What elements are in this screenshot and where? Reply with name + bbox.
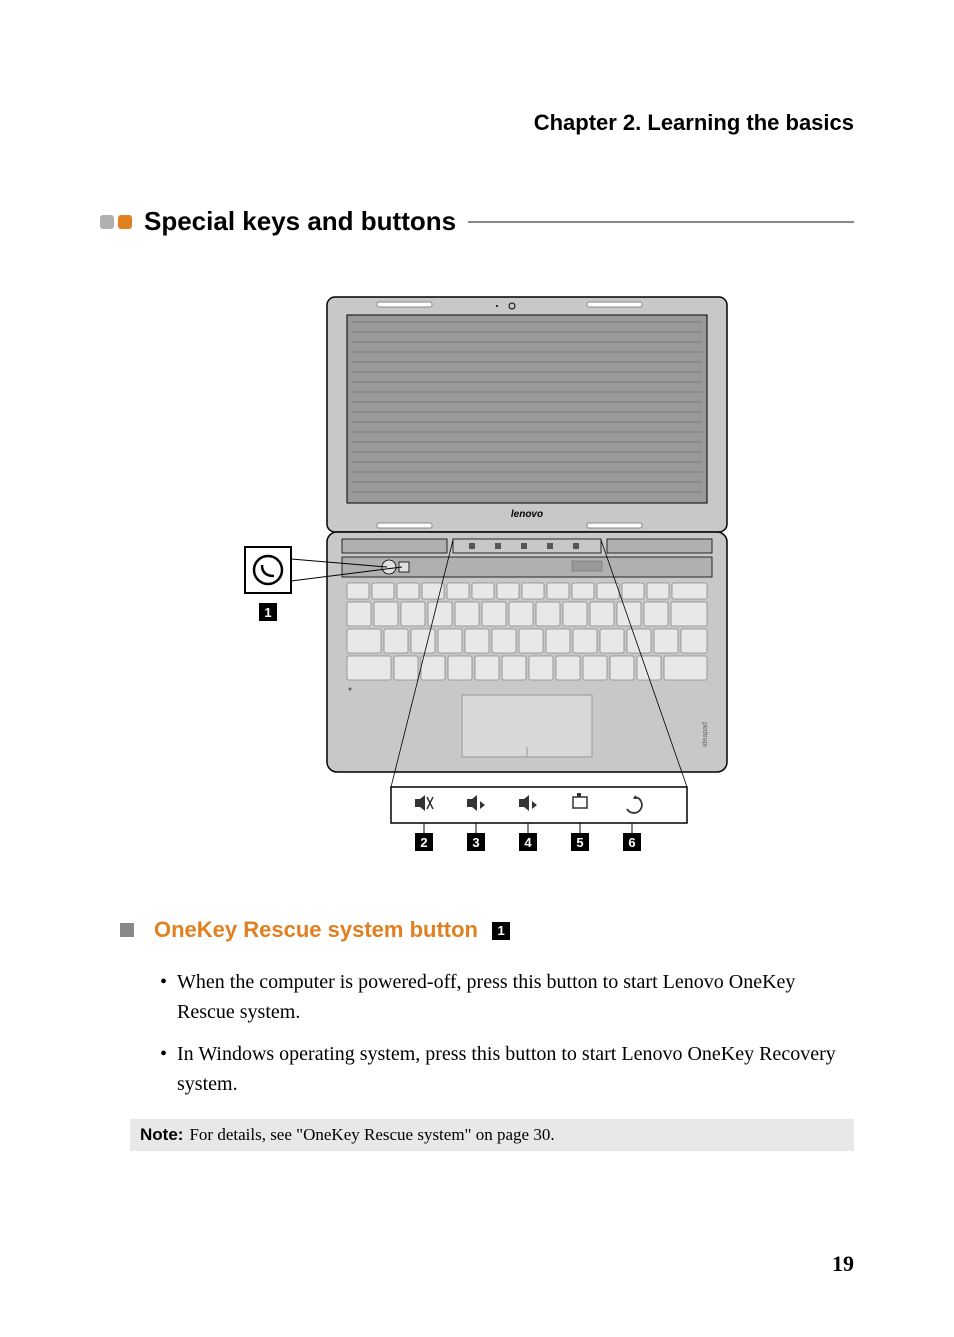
svg-text:5: 5 — [576, 835, 583, 850]
subsection-square-icon — [120, 923, 134, 937]
bullet-gray-icon — [100, 215, 114, 229]
svg-text:ideapad: ideapad — [702, 722, 709, 747]
section-heading: Special keys and buttons — [100, 206, 854, 237]
subsection-heading: OneKey Rescue system button 1 — [120, 917, 854, 943]
bullet-dot-icon: • — [160, 967, 167, 1027]
svg-text:6: 6 — [628, 835, 635, 850]
brand-text: lenovo — [511, 509, 543, 520]
section-divider — [468, 221, 854, 223]
laptop-diagram: lenovo — [217, 287, 737, 857]
callout-inline: 1 — [492, 922, 510, 940]
subsection-title: OneKey Rescue system button 1 — [154, 917, 510, 943]
section-title: Special keys and buttons — [144, 206, 456, 237]
bullet-list: • When the computer is powered-off, pres… — [160, 967, 854, 1099]
note-label: Note: — [140, 1125, 183, 1145]
bullet-text: When the computer is powered-off, press … — [177, 967, 854, 1027]
svg-text:2: 2 — [420, 835, 427, 850]
list-item: • In Windows operating system, press thi… — [160, 1039, 854, 1099]
svg-text:1: 1 — [264, 605, 271, 620]
bullet-orange-icon — [118, 215, 132, 229]
bullet-dot-icon: • — [160, 1039, 167, 1099]
bullet-text: In Windows operating system, press this … — [177, 1039, 854, 1099]
svg-text:4: 4 — [524, 835, 532, 850]
note-text: For details, see "OneKey Rescue system" … — [189, 1125, 554, 1145]
list-item: • When the computer is powered-off, pres… — [160, 967, 854, 1027]
section-bullets — [100, 215, 132, 229]
page-number: 19 — [832, 1251, 854, 1277]
note-box: Note: For details, see "OneKey Rescue sy… — [130, 1119, 854, 1151]
chapter-heading: Chapter 2. Learning the basics — [100, 110, 854, 136]
svg-text:3: 3 — [472, 835, 479, 850]
